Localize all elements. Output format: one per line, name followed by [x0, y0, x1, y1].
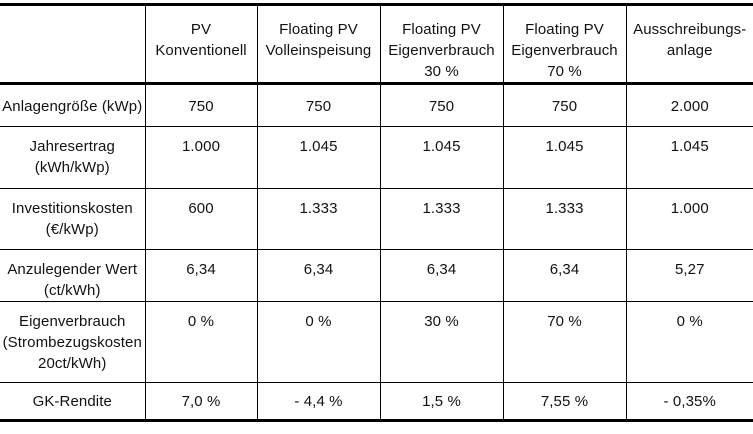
row-label: GK-Rendite	[32, 393, 112, 410]
table-header: PV Konventionell Floating PV Volleinspeis…	[0, 4, 753, 85]
table-row: Investitionskosten (€/kWp) 600 1.333 1.333 1…	[0, 188, 753, 250]
table-cell: 1.000	[144, 126, 257, 189]
table-cell: 750	[502, 83, 626, 127]
table-cell: 0 %	[256, 301, 380, 383]
table-row: Anlagengröße (kWp) 750 750 750 750 2.000	[0, 83, 753, 127]
table-cell: 30 %	[379, 301, 503, 383]
table-cell: 750	[256, 83, 380, 127]
table-cell: 6,34	[379, 249, 503, 302]
table-cell: 1.045	[256, 126, 380, 189]
table-cell: 1.333	[379, 188, 503, 250]
table-cell: - 4,4 %	[256, 382, 380, 421]
table-cell: 1,5 %	[379, 382, 503, 421]
table-cell: 0 %	[625, 301, 753, 383]
table-cell: 1.045	[379, 126, 503, 189]
row-label: Investitionskosten (€/kWp)	[11, 200, 133, 238]
table-cell: 750	[379, 83, 503, 127]
row-label: Jahresertrag (kWh/kWp)	[29, 138, 115, 176]
table-cell: 2.000	[625, 83, 753, 127]
table-cell: 6,34	[502, 249, 626, 302]
row-label: Eigenverbrauch (Strombezugskosten 20ct/k…	[2, 313, 142, 372]
table-cell: 1.333	[502, 188, 626, 250]
table-cell: 750	[144, 83, 257, 127]
table-cell: 0 %	[144, 301, 257, 383]
row-label: Anzulegender Wert (ct/kWh)	[7, 261, 138, 299]
table-cell: 1.045	[502, 126, 626, 189]
table-cell: 1.045	[625, 126, 753, 189]
table-cell: - 0,35%	[625, 382, 753, 421]
column-header: Ausschreibungs- anlage	[625, 4, 753, 85]
table-cell: 1.333	[256, 188, 380, 250]
table-cell: 1.000	[625, 188, 753, 250]
table-row: Eigenverbrauch (Strombezugskosten 20ct/k…	[0, 301, 753, 383]
column-header: Floating PV Volleinspeisung	[256, 4, 380, 85]
table-cell: 5,27	[625, 249, 753, 302]
table-body: Anlagengröße (kWp) 750 750 750 750 2.000 Jahre…	[0, 83, 753, 421]
table-cell: 600	[144, 188, 257, 250]
table-cell: 7,55 %	[502, 382, 626, 421]
row-label: Anlagengröße (kWp)	[2, 98, 143, 115]
table-row: Anzulegender Wert (ct/kWh) 6,34 6,34 6,34 6,…	[0, 249, 753, 302]
table-row: Jahresertrag (kWh/kWp) 1.000 1.045 1.045 1.0…	[0, 126, 753, 189]
column-header: PV Konventionell	[144, 4, 257, 85]
table-cell: 7,0 %	[144, 382, 257, 421]
header-row: PV Konventionell Floating PV Volleinspeis…	[0, 4, 753, 85]
table-row: GK-Rendite 7,0 % - 4,4 % 1,5 % 7,55 % - 0,35%	[0, 382, 753, 421]
column-header: Floating PV Eigenverbrauch 70 %	[502, 4, 626, 85]
column-header: Floating PV Eigenverbrauch 30 %	[379, 4, 503, 85]
table-cell: 70 %	[502, 301, 626, 383]
table-cell: 6,34	[144, 249, 257, 302]
pv-comparison-table: PV Konventionell Floating PV Volleinspeis…	[0, 3, 753, 422]
row-label-column-header	[0, 4, 145, 85]
table-cell: 6,34	[256, 249, 380, 302]
